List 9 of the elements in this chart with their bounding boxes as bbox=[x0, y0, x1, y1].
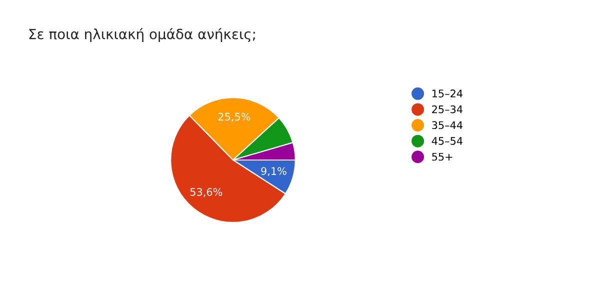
legend-label: 55+ bbox=[432, 152, 452, 161]
chart-title: Σε ποια ηλικιακή ομάδα ανήκεις; bbox=[29, 28, 255, 42]
legend-label: 15–24 bbox=[432, 90, 462, 98]
data-label: 25,5% bbox=[218, 112, 250, 122]
legend-label: 45–54 bbox=[432, 137, 462, 145]
data-label: 9,1% bbox=[261, 167, 286, 176]
data-label: 53,6% bbox=[190, 188, 222, 197]
legend-label: 35–44 bbox=[432, 121, 462, 130]
legend-label: 25–34 bbox=[432, 105, 462, 114]
